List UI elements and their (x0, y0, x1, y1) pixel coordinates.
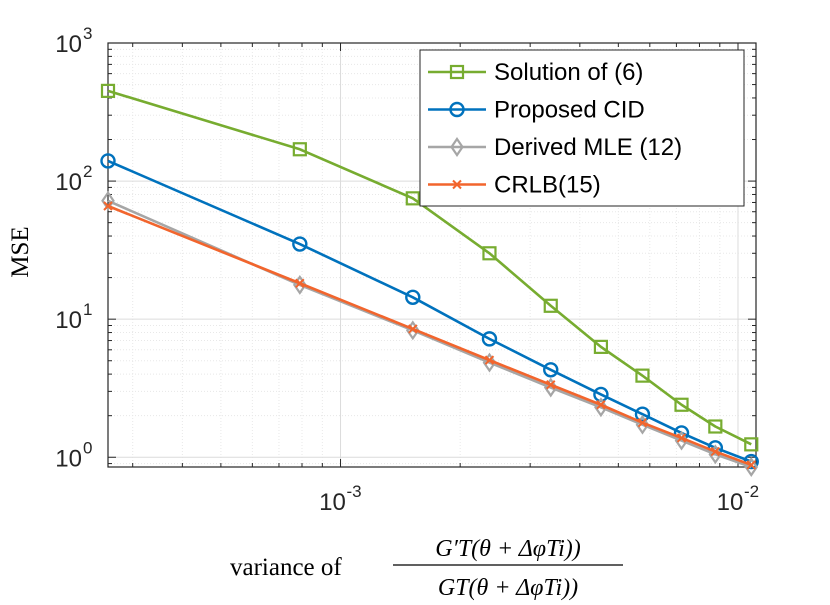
legend-entry: Solution of (6) (428, 59, 643, 86)
data-point (674, 430, 689, 451)
legend-entry: Derived MLE (12) (428, 134, 682, 161)
data-point (481, 331, 498, 347)
data-point (405, 191, 420, 206)
y-tick-label-base: 10 (55, 169, 82, 196)
x-tick-label: 10 -2 (717, 482, 759, 516)
x-tick-label-base: 10 (717, 489, 744, 516)
legend-marker (452, 179, 462, 190)
y-tick-label-base: 10 (55, 445, 82, 472)
marker-stroke (295, 278, 305, 288)
marker-stroke (596, 400, 606, 410)
legend-marker (450, 137, 464, 157)
data-point (708, 419, 723, 434)
data-point (710, 446, 721, 457)
data-point (482, 246, 497, 261)
data-point (596, 400, 606, 410)
y-tick-label: 10 2 (55, 162, 92, 196)
marker-stroke (746, 460, 756, 470)
y-tick-label: 10 3 (55, 24, 92, 58)
marker-stroke (103, 201, 113, 211)
legend-label: CRLB(15) (494, 172, 601, 199)
data-point (405, 289, 421, 306)
y-tick-label-exponent: 2 (83, 162, 92, 181)
data-point (408, 324, 418, 334)
x-axis-label-denominator: GT(θ + ΔφTi)) (438, 575, 578, 601)
data-point (292, 142, 307, 157)
data-point (101, 190, 115, 211)
series-line (107, 199, 752, 469)
series-line (107, 89, 752, 446)
data-point (546, 380, 556, 390)
series-layer (100, 83, 759, 477)
data-point (100, 153, 116, 169)
legend-label: Derived MLE (12) (494, 134, 682, 161)
marker-stroke (676, 433, 687, 443)
data-point (593, 339, 609, 354)
data-point (543, 362, 559, 378)
legend-box (419, 49, 745, 207)
data-point (635, 368, 650, 383)
data-point (100, 83, 116, 98)
marker-stroke (710, 446, 721, 457)
legend-marker (449, 101, 465, 118)
y-tick-label-exponent: 0 (83, 438, 92, 457)
x-tick-label: 10 -3 (319, 482, 361, 516)
data-point (484, 355, 495, 365)
x-tick-label-base: 10 (319, 489, 346, 516)
plot-frame (107, 42, 757, 468)
y-tick-label-base: 10 (55, 31, 82, 58)
legend-entry: CRLB(15) (428, 172, 601, 199)
series-solution-of-6 (100, 83, 759, 452)
data-point (676, 433, 687, 443)
data-point (744, 437, 759, 452)
data-point (634, 406, 651, 422)
series-line (107, 159, 752, 463)
marker-stroke (546, 380, 556, 390)
data-point (295, 278, 305, 288)
y-tick-label-exponent: 3 (83, 24, 92, 43)
legend-entry: Proposed CID (428, 97, 645, 124)
data-point (637, 417, 648, 428)
y-tick-label: 10 0 (55, 438, 92, 472)
series-crlb-15 (103, 201, 756, 470)
legend-label: Proposed CID (494, 97, 645, 124)
data-point (292, 236, 308, 252)
marker-stroke (484, 355, 495, 365)
legend-marker (449, 64, 465, 80)
axes: 10 -3 10 -210 010 110 210 3 (55, 24, 759, 516)
series-line (107, 204, 752, 467)
legend-label: Solution of (6) (494, 59, 643, 86)
x-axis-label-numerator: G′T(θ + ΔφTi)) (435, 536, 581, 562)
legend: Solution of (6) Proposed CID Derived MLE (… (419, 49, 745, 207)
y-tick-label-exponent: 1 (83, 300, 92, 319)
data-point (103, 201, 113, 211)
data-point (674, 397, 689, 412)
x-tick-label-exponent: -2 (744, 482, 759, 501)
marker-stroke (452, 179, 462, 190)
data-point (543, 298, 558, 313)
x-tick-label-exponent: -3 (347, 482, 362, 501)
x-axis-label-prefix: variance of (230, 554, 342, 581)
y-tick-label: 10 1 (55, 300, 92, 334)
y-tick-label-base: 10 (55, 307, 82, 334)
marker-stroke (637, 417, 648, 428)
marker-stroke (408, 324, 418, 334)
y-axis-label: MSE (7, 226, 34, 277)
data-point (746, 460, 756, 470)
x-axis-label: variance of G′T(θ + ΔφTi)) GT(θ + ΔφTi)) (230, 536, 623, 601)
